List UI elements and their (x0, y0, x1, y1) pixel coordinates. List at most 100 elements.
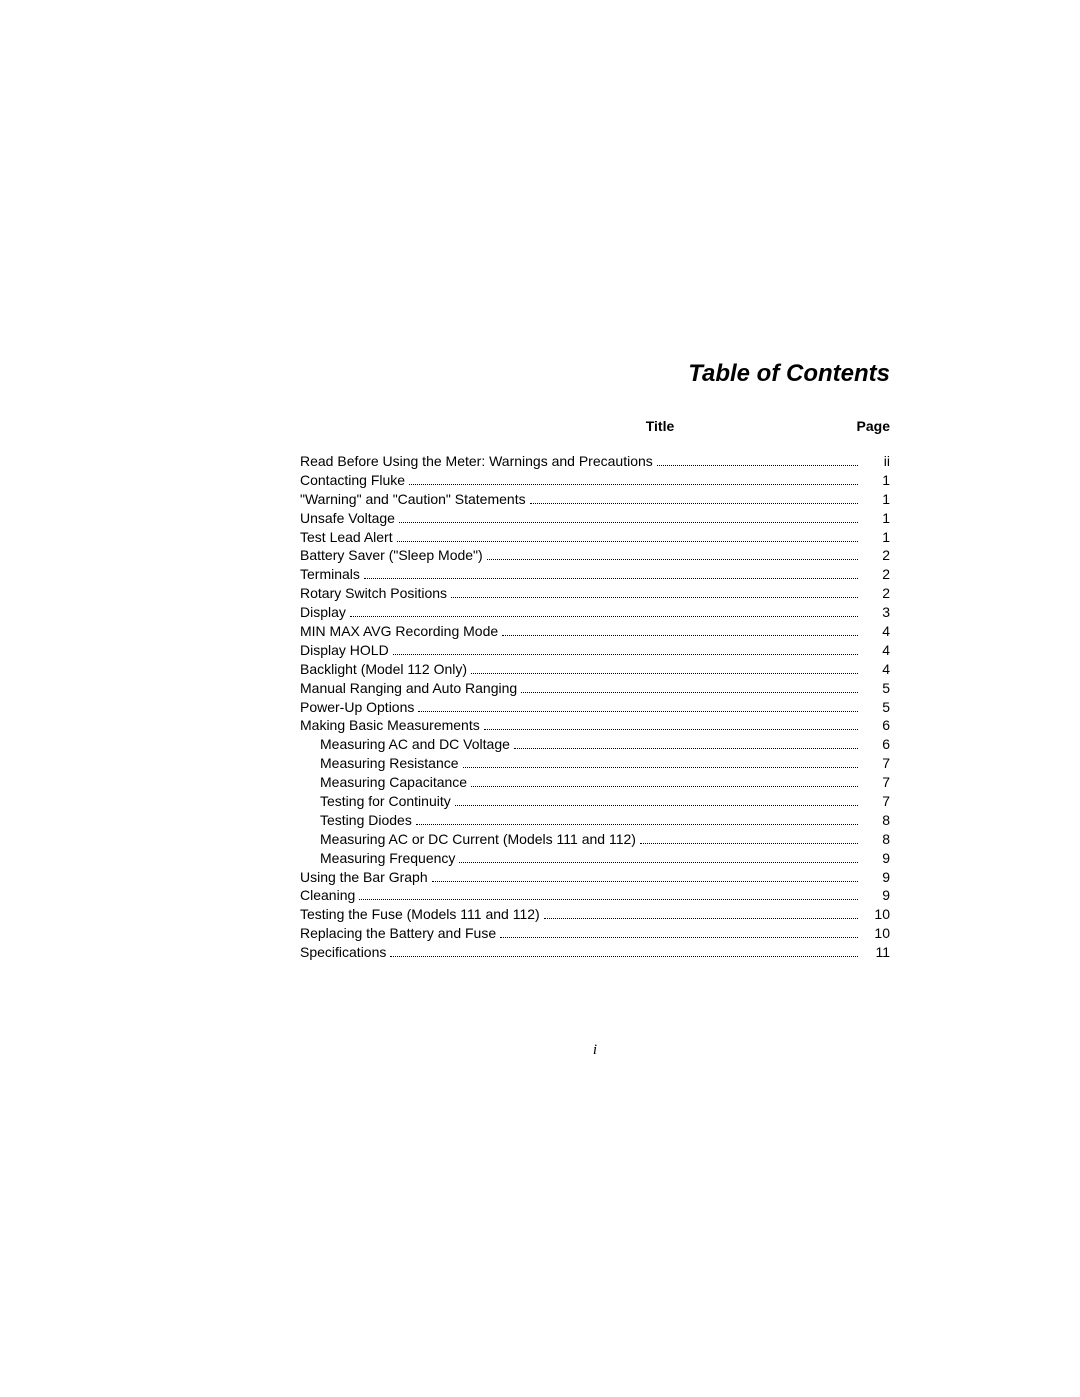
toc-dot-leader (484, 729, 858, 730)
toc-entry-title: Manual Ranging and Auto Ranging (300, 679, 517, 698)
toc-dot-leader (530, 503, 858, 504)
toc-dot-leader (393, 654, 858, 655)
toc-entry-page: 2 (862, 546, 890, 565)
toc-entry-title: Unsafe Voltage (300, 509, 395, 528)
toc-dot-leader (487, 559, 858, 560)
toc-entry: Measuring Resistance 7 (300, 754, 890, 773)
toc-dot-leader (350, 616, 858, 617)
toc-entry-page: 10 (862, 905, 890, 924)
toc-entry-page: 1 (862, 509, 890, 528)
toc-dot-leader (409, 484, 858, 485)
toc-entry-title: Display (300, 603, 346, 622)
toc-entry-page: 1 (862, 471, 890, 490)
toc-entry: Power-Up Options 5 (300, 698, 890, 717)
toc-entry-title: "Warning" and "Caution" Statements (300, 490, 526, 509)
toc-entry-title: Terminals (300, 565, 360, 584)
toc-entry: Rotary Switch Positions 2 (300, 584, 890, 603)
toc-dot-leader (416, 824, 858, 825)
toc-entry: Replacing the Battery and Fuse10 (300, 924, 890, 943)
toc-entry: Specifications11 (300, 943, 890, 962)
toc-entry-page: 6 (862, 716, 890, 735)
toc-dot-leader (455, 805, 858, 806)
toc-dot-leader (521, 692, 858, 693)
toc-entry-page: 1 (862, 490, 890, 509)
toc-entry: Measuring Capacitance 7 (300, 773, 890, 792)
toc-entry: Display HOLD 4 (300, 641, 890, 660)
toc-entry: Unsafe Voltage 1 (300, 509, 890, 528)
toc-entry: Testing Diodes 8 (300, 811, 890, 830)
toc-entry-title: Measuring AC or DC Current (Models 111 a… (300, 830, 636, 849)
toc-entry-title: Making Basic Measurements (300, 716, 480, 735)
toc-entry: Testing for Continuity 7 (300, 792, 890, 811)
toc-entry-title: Testing Diodes (300, 811, 412, 830)
toc-entry-page: 7 (862, 773, 890, 792)
page-container: Table of Contents Title Page Read Before… (0, 0, 1080, 1119)
toc-entry-page: 9 (862, 868, 890, 887)
toc-entry-title: Measuring Resistance (300, 754, 459, 773)
toc-entry: MIN MAX AVG Recording Mode4 (300, 622, 890, 641)
toc-entry-title: Testing for Continuity (300, 792, 451, 811)
toc-entry: Backlight (Model 112 Only) 4 (300, 660, 890, 679)
toc-dot-leader (459, 862, 858, 863)
toc-entry-page: 5 (862, 698, 890, 717)
toc-entry-page: 8 (862, 811, 890, 830)
toc-entry: Cleaning 9 (300, 886, 890, 905)
toc-entry-title: Display HOLD (300, 641, 389, 660)
toc-entry: Display 3 (300, 603, 890, 622)
toc-entry-page: 3 (862, 603, 890, 622)
toc-entry: Battery Saver ("Sleep Mode") 2 (300, 546, 890, 565)
toc-entry-page: 7 (862, 792, 890, 811)
toc-entry-page: ii (862, 452, 890, 471)
toc-entry-title: Measuring Frequency (300, 849, 455, 868)
toc-entry-title: Test Lead Alert (300, 528, 393, 547)
toc-dot-leader (399, 522, 858, 523)
toc-entry-title: Backlight (Model 112 Only) (300, 660, 467, 679)
toc-entry-page: 4 (862, 641, 890, 660)
toc-entry: Measuring Frequency 9 (300, 849, 890, 868)
toc-entry-page: 10 (862, 924, 890, 943)
toc-entry-title: Cleaning (300, 886, 355, 905)
toc-entry-page: 6 (862, 735, 890, 754)
toc-entry-page: 7 (862, 754, 890, 773)
toc-dot-leader (390, 956, 858, 957)
page-number: i (300, 1042, 890, 1059)
toc-entry-title: Read Before Using the Meter: Warnings an… (300, 452, 653, 471)
main-heading: Table of Contents (300, 360, 890, 388)
toc-dot-leader (471, 786, 858, 787)
toc-header-title: Title (480, 418, 840, 434)
toc-dot-leader (471, 673, 858, 674)
toc-entry-title: Measuring AC and DC Voltage (300, 735, 510, 754)
toc-entry-title: Battery Saver ("Sleep Mode") (300, 546, 483, 565)
toc-entry-page: 2 (862, 565, 890, 584)
toc-entry: Contacting Fluke 1 (300, 471, 890, 490)
toc-entry: "Warning" and "Caution" Statements 1 (300, 490, 890, 509)
toc-entry-page: 2 (862, 584, 890, 603)
toc-entry-page: 4 (862, 622, 890, 641)
toc-entry: Manual Ranging and Auto Ranging5 (300, 679, 890, 698)
toc-dot-leader (397, 541, 858, 542)
toc-entry-page: 1 (862, 528, 890, 547)
toc-entry-title: Testing the Fuse (Models 111 and 112) (300, 905, 540, 924)
toc-entry-page: 9 (862, 886, 890, 905)
toc-entry: Making Basic Measurements 6 (300, 716, 890, 735)
toc-entry-title: Measuring Capacitance (300, 773, 467, 792)
toc-entry-title: Contacting Fluke (300, 471, 405, 490)
toc-dot-leader (359, 899, 858, 900)
toc-entry-page: 9 (862, 849, 890, 868)
toc-entry: Measuring AC and DC Voltage 6 (300, 735, 890, 754)
toc-list: Read Before Using the Meter: Warnings an… (300, 452, 890, 962)
toc-dot-leader (451, 597, 858, 598)
toc-entry-page: 11 (862, 943, 890, 962)
toc-entry-page: 4 (862, 660, 890, 679)
toc-dot-leader (544, 918, 858, 919)
toc-entry: Measuring AC or DC Current (Models 111 a… (300, 830, 890, 849)
toc-dot-leader (640, 843, 858, 844)
toc-dot-leader (432, 881, 858, 882)
toc-entry-title: Rotary Switch Positions (300, 584, 447, 603)
toc-header-row: Title Page (300, 418, 890, 434)
toc-header-page: Page (840, 418, 890, 434)
toc-dot-leader (502, 635, 858, 636)
toc-entry-title: Power-Up Options (300, 698, 414, 717)
toc-entry: Terminals 2 (300, 565, 890, 584)
toc-dot-leader (514, 748, 858, 749)
